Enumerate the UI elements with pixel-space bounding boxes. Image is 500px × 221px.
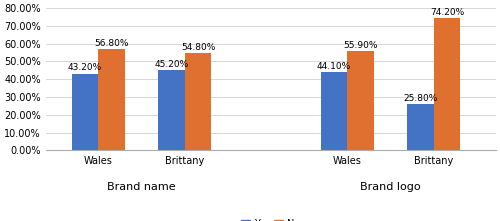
Bar — [184, 53, 212, 150]
Text: 25.80%: 25.80% — [403, 94, 438, 103]
Text: 55.90%: 55.90% — [344, 41, 378, 50]
Bar — [407, 105, 434, 150]
Bar — [320, 72, 347, 150]
Text: 54.80%: 54.80% — [181, 42, 215, 51]
Bar — [158, 70, 184, 150]
Text: 44.10%: 44.10% — [317, 61, 351, 70]
Text: 45.20%: 45.20% — [154, 60, 188, 69]
Text: 43.20%: 43.20% — [68, 63, 102, 72]
Text: 74.20%: 74.20% — [430, 8, 464, 17]
Bar — [348, 51, 374, 150]
Bar — [72, 74, 99, 150]
Legend: Yes, No: Yes, No — [238, 215, 304, 221]
Text: Brand logo: Brand logo — [360, 181, 421, 192]
Bar — [98, 49, 126, 150]
Text: Brand name: Brand name — [107, 181, 176, 192]
Bar — [434, 19, 460, 150]
Text: 56.80%: 56.80% — [94, 39, 129, 48]
